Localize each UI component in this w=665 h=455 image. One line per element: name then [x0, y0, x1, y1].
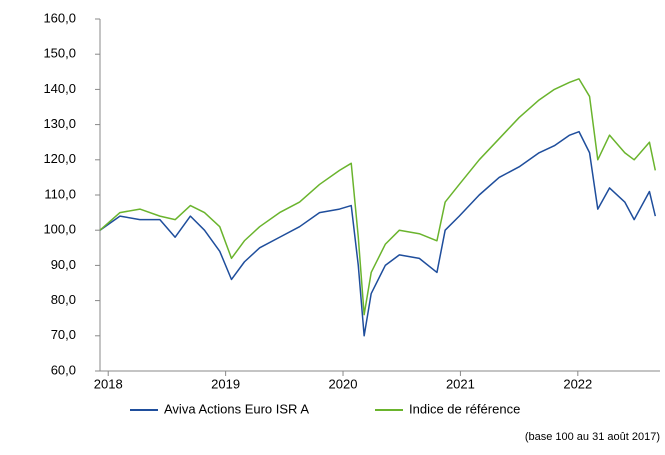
- y-tick-label: 160,0: [43, 10, 76, 25]
- y-tick-label: 100,0: [43, 222, 76, 237]
- series-line: [99, 130, 657, 337]
- y-tick-label: 90,0: [51, 257, 76, 272]
- y-tick-label: 130,0: [43, 116, 76, 131]
- y-tick-label: 80,0: [51, 292, 76, 307]
- y-tick-label: 150,0: [43, 46, 76, 61]
- y-tick-label: 140,0: [43, 81, 76, 96]
- x-tick-label: 2018: [94, 376, 123, 391]
- x-tick-label: 2020: [329, 376, 358, 391]
- x-tick-label: 2022: [563, 376, 592, 391]
- legend-label: Indice de référence: [409, 401, 520, 416]
- footnote: (base 100 au 31 août 2017): [525, 431, 660, 443]
- x-tick-label: 2021: [446, 376, 475, 391]
- x-tick-label: 2019: [211, 376, 240, 391]
- y-tick-label: 110,0: [44, 186, 76, 201]
- y-tick-label: 60,0: [51, 362, 76, 377]
- y-tick-label: 70,0: [51, 327, 76, 342]
- series-line: [99, 78, 657, 316]
- legend-label: Aviva Actions Euro ISR A: [164, 401, 309, 416]
- y-tick-label: 120,0: [43, 151, 76, 166]
